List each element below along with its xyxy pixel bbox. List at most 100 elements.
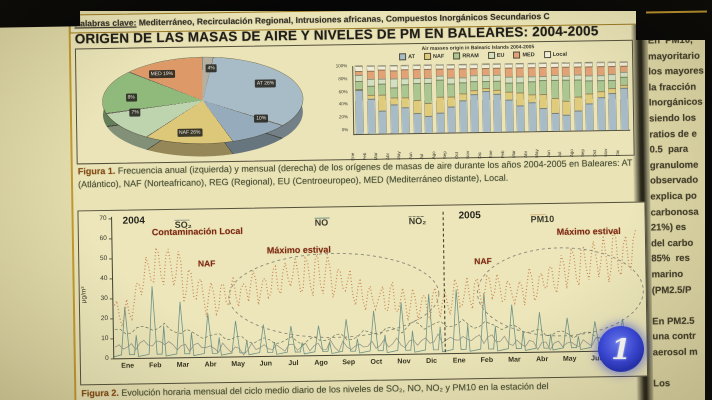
- bar-y-tick-label: 20%: [338, 114, 349, 120]
- sidebar-line: Inorgánicos: [648, 96, 703, 109]
- figure2-panel: 2004 SO₂ NO NO₂ 2005 PM10 μg/m³ 70 60 50 40…: [77, 201, 649, 386]
- letterbox-top-left: [0, 0, 81, 28]
- so2-series: [114, 333, 638, 356]
- bar-segment: [367, 86, 375, 95]
- bar-segment: [505, 91, 513, 100]
- pie-slice-label: 10%: [254, 114, 269, 123]
- bar-segment: [413, 83, 421, 101]
- bar-column: [378, 65, 387, 134]
- bar-segment: [366, 70, 374, 80]
- keywords-label: Palabras clave:: [74, 17, 137, 29]
- pie-chart: 4% AT 26% 10% NAF 26% 7% 8% MED 19%: [84, 54, 326, 159]
- legend-item-local: Local: [543, 50, 567, 59]
- bar-segment: [597, 66, 605, 75]
- letterbox-top-right: [636, 0, 712, 40]
- bar-segment: [585, 93, 594, 104]
- sidebar-line: los mayores: [648, 65, 704, 78]
- chart-annotation: Máximo estival: [556, 225, 621, 237]
- timeseries-chart: [108, 211, 644, 360]
- sidebar-line: [652, 300, 712, 317]
- bar-column: [539, 63, 548, 132]
- bar-segment: [436, 80, 444, 97]
- bar-column: [550, 62, 560, 131]
- pie-slice-label: NAF 26%: [176, 128, 203, 137]
- bar-segment: [574, 96, 582, 112]
- summer-max-ellipse: [477, 247, 644, 337]
- sidebar-line: siendo los: [648, 112, 697, 125]
- bar-segment: [539, 80, 547, 94]
- bar-column: [493, 63, 502, 132]
- year-label-2004: 2004: [122, 215, 145, 227]
- bar-segment: [413, 100, 421, 114]
- bar-segment: [470, 81, 478, 90]
- bar-column: [401, 65, 410, 134]
- bar-column: [562, 62, 571, 131]
- sidebar-line: una contr: [652, 331, 696, 343]
- ts-x-tick-label: May: [231, 360, 246, 369]
- bar-segment: [436, 113, 444, 133]
- la1-channel-logo: 1: [598, 326, 644, 372]
- bar-segment: [585, 66, 593, 75]
- bar-segment: [413, 113, 421, 134]
- pie-slice-label: 4%: [205, 63, 217, 72]
- bar-segment: [447, 96, 455, 107]
- sidebar-line: marino: [651, 268, 684, 281]
- bar-segment: [378, 84, 386, 95]
- ts-y-tick-label: 40: [100, 274, 108, 283]
- bar-segment: [504, 67, 513, 77]
- legend-item-naf: NAF: [423, 52, 444, 60]
- bar-column: [366, 65, 375, 134]
- bar-segment: [493, 93, 502, 132]
- ts-x-tick-label: Jul: [288, 359, 299, 368]
- bar-segment: [355, 89, 364, 135]
- year-label-2005: 2005: [458, 210, 481, 222]
- ts-x-tick-label: Feb: [149, 362, 162, 370]
- bar-segment: [389, 70, 397, 79]
- bar-segment: [517, 105, 525, 132]
- pie-slice-label: MED 19%: [148, 69, 176, 79]
- ts-x-tick-label: Abr: [536, 356, 549, 364]
- sidebar-text-column: En PM10, mayoritario los mayores la fracció…: [648, 34, 712, 395]
- legend-swatch: [399, 53, 407, 61]
- bar-segment: [447, 68, 455, 78]
- bar-column: [424, 64, 433, 133]
- ts-x-tick-label: Ene: [121, 362, 135, 370]
- bar-column: [597, 62, 606, 131]
- bar-segment: [459, 100, 467, 133]
- bar-segment: [551, 97, 559, 113]
- bar-segment: [401, 83, 409, 98]
- ts-x-tick-label: Sep: [342, 359, 356, 367]
- ts-x-tick-label: Nov: [397, 358, 411, 366]
- bar-segment: [390, 104, 398, 134]
- bar-segment: [562, 66, 570, 76]
- bar-segment: [527, 67, 536, 76]
- bar-segment: [401, 69, 409, 78]
- bar-column: [447, 64, 456, 133]
- letterbox-top: [0, 0, 712, 11]
- bar-segment: [562, 79, 571, 101]
- legend-swatch: [513, 51, 521, 59]
- bar-segment: [563, 100, 571, 115]
- bar-segment: [574, 66, 582, 75]
- bar-segment: [540, 108, 548, 132]
- legend-swatch: [423, 52, 432, 60]
- bar-segment: [516, 92, 525, 106]
- sidebar-line: aerosol m: [652, 346, 698, 359]
- chart-annotation: Máximo estival: [266, 244, 331, 256]
- bar-segment: [505, 82, 513, 92]
- bar-segment: [367, 98, 375, 134]
- bar-column: [585, 62, 594, 131]
- bar-column: [458, 64, 467, 133]
- bar-segment: [585, 80, 593, 94]
- ts-y-tick-label: 60: [99, 234, 107, 243]
- legend-item-rram: RRAM: [453, 52, 479, 60]
- bar-segment: [551, 79, 559, 98]
- bar-segment: [401, 97, 409, 108]
- bar-segment: [458, 68, 467, 77]
- bar-column: [355, 65, 364, 135]
- year-separator-line: [442, 211, 446, 354]
- sidebar-line: del carbo: [650, 237, 694, 250]
- bar-column: [412, 65, 421, 134]
- ts-x-tick-label: Dic: [426, 357, 438, 365]
- bar-segment: [470, 93, 479, 133]
